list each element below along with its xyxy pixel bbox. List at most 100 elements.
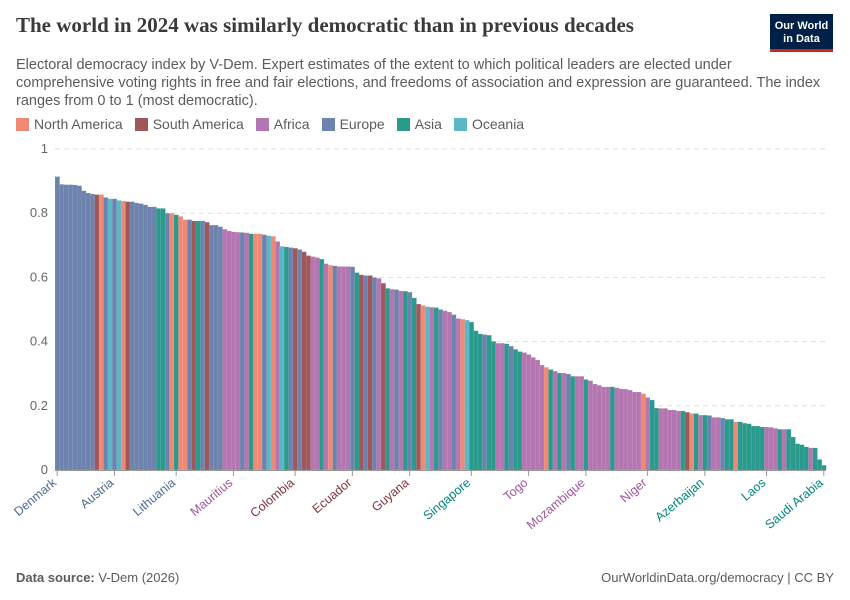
bar [495,343,501,471]
bar [354,272,360,471]
source-link[interactable]: V-Dem (2026) [98,570,180,585]
bar [385,288,391,471]
bar [186,219,193,471]
bar [684,412,690,471]
legend-item-europe[interactable]: Europe [321,116,385,132]
bar [464,319,470,471]
bar [706,415,712,471]
bar [552,370,558,471]
legend-swatch [255,117,269,131]
bar [283,246,290,471]
legend-item-north-america[interactable]: North America [16,116,123,132]
bar [601,386,607,471]
bar [160,208,166,471]
bar [213,224,219,471]
bar [112,198,118,471]
bar [821,464,827,471]
legend-label: Europe [339,116,385,132]
legend-label: Africa [273,116,310,132]
x-tick-label: Laos [739,476,769,504]
bar [336,266,342,471]
bar [416,303,422,471]
bar [358,274,364,471]
x-tick-label: Mozambique [524,476,588,533]
bar [90,193,96,471]
bar [605,386,611,471]
bar [349,266,356,471]
bar [618,388,624,471]
bar [781,429,787,471]
bar [512,349,519,471]
legend-item-africa[interactable]: Africa [255,116,310,132]
bar [433,307,439,471]
logo-text: Our World in Data [774,20,829,45]
bar [266,235,272,471]
legend-item-asia[interactable]: Asia [396,116,442,132]
bar [85,192,91,471]
bar [54,176,60,471]
bar [565,373,571,471]
bar [332,265,338,471]
bar [59,184,65,471]
bar [297,249,303,471]
bar [808,447,814,471]
bar [156,208,162,471]
x-tick-label: Ecuador [310,476,355,517]
legend-item-oceania[interactable]: Oceania [453,116,524,132]
bar [398,290,404,471]
bar [173,214,179,471]
bar [680,410,686,471]
bar [574,376,580,471]
bar [653,407,660,471]
data-source: Data source: V-Dem (2026) [16,570,179,585]
x-tick-label: Singapore [421,476,474,523]
bar [345,266,351,471]
bar [372,277,378,471]
bar [261,234,267,471]
bar [103,197,109,471]
bar [138,203,144,471]
bar [275,241,281,471]
footer-url[interactable]: OurWorldinData.org/democracy | CC BY [601,570,834,585]
bar [442,310,448,471]
legend-swatch [16,117,29,131]
bar [222,229,228,471]
bar [623,388,629,471]
bar [134,202,140,471]
bar [517,351,523,471]
bar [319,258,325,471]
bar [411,297,417,471]
bar [129,201,135,471]
bar [799,444,805,471]
bar [790,436,796,471]
bar [204,221,210,471]
bar [63,184,69,471]
bar [649,399,655,471]
bar [367,275,373,471]
bar [579,376,585,471]
bar [305,255,312,471]
bar [147,206,153,471]
bar [451,314,457,471]
bar [768,427,774,471]
bar [724,419,730,471]
bar [72,184,78,471]
bar [614,387,620,471]
bar [253,233,259,471]
legend-label: South America [152,116,244,132]
owid-logo[interactable]: Our World in Data [770,14,833,52]
bar [402,291,408,471]
y-tick-label: 0.4 [30,334,48,349]
x-tick-label: Togo [501,476,531,504]
bar [217,226,223,471]
bar [394,289,400,471]
bar [473,330,479,471]
bar [310,256,316,471]
bar [301,251,307,471]
legend-item-south-america[interactable]: South America [134,116,244,132]
bar [504,343,510,471]
bar [420,305,426,471]
bar [759,426,765,471]
bar [195,220,201,471]
